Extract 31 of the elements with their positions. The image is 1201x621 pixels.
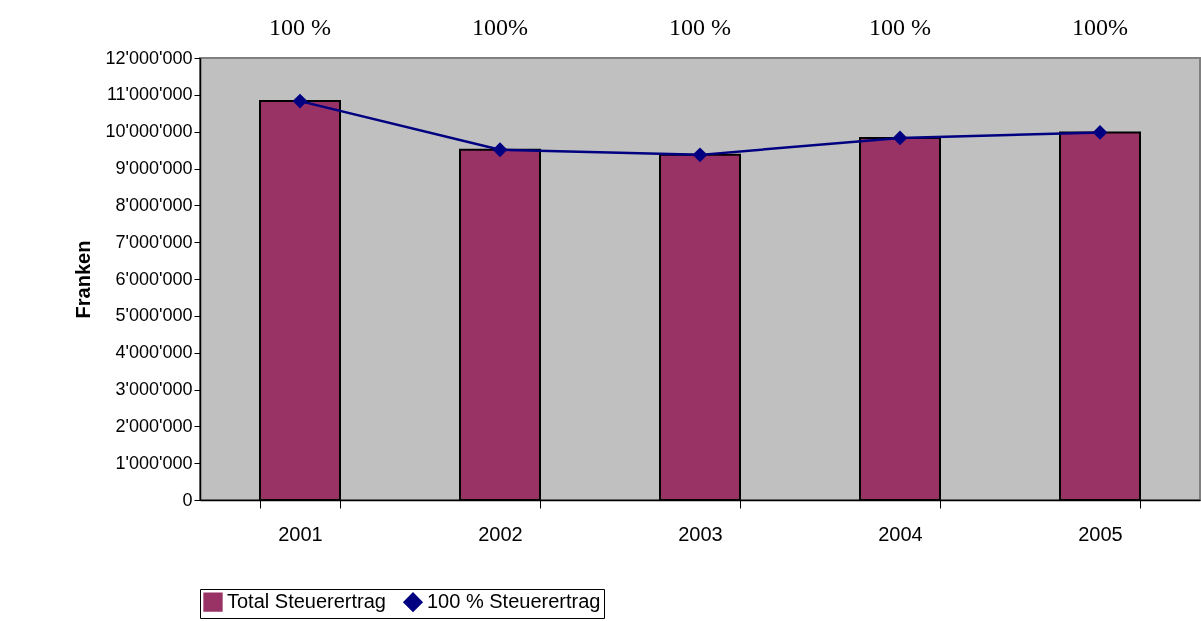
y-tick-label: 12'000'000 [105, 47, 193, 68]
x-tick-label: 2004 [878, 522, 923, 545]
y-tick-label: 5'000'000 [115, 305, 193, 326]
text: 100 % [669, 14, 731, 40]
point [892, 130, 908, 146]
text: 100% [472, 14, 528, 40]
y-tick-label: 2'000'000 [115, 415, 193, 436]
x-tick-label: 2005 [1078, 522, 1123, 545]
y-tick-label: 8'000'000 [115, 194, 193, 215]
y-tick-label: 9'000'000 [115, 158, 193, 178]
x-tick-label: 2002 [478, 522, 523, 545]
x-tick-label: 2003 [678, 522, 723, 545]
point [1092, 124, 1108, 140]
y-tick-label: 3'000'000 [115, 379, 193, 399]
text: 100 % [869, 14, 931, 40]
y-tick-label: 7'000'000 [115, 231, 193, 252]
legend-label: Total Steuerertrag [227, 590, 386, 613]
point [692, 147, 708, 163]
text: 100 % [269, 14, 331, 40]
point [292, 93, 308, 109]
y-tick-label: 11'000'000 [106, 84, 193, 105]
y-tick-label: 0 [182, 489, 193, 510]
y-tick-label: 1'000'000 [115, 452, 193, 473]
legend-label: 100 % Steuerertrag [427, 590, 601, 613]
y-axis-title: Franken [71, 240, 94, 319]
point [492, 142, 508, 158]
y-tick-label: 6'000'000 [115, 268, 193, 289]
x-tick-label: 2001 [278, 522, 323, 545]
y-tick-label: 4'000'000 [115, 342, 193, 363]
text: 100% [1072, 14, 1128, 40]
y-tick-label: 10'000'000 [105, 121, 193, 142]
